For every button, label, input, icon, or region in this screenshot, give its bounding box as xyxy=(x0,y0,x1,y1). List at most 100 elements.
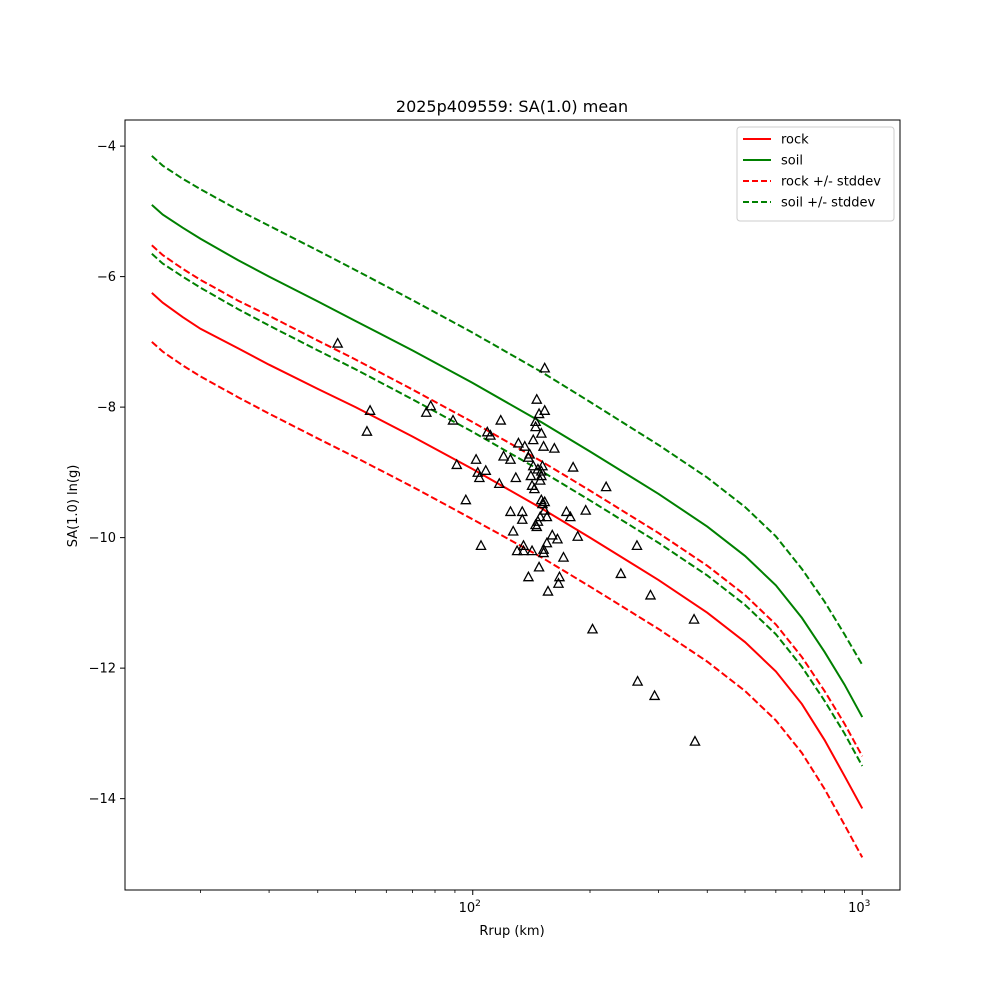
observation-marker xyxy=(541,510,553,522)
legend-label: soil +/- stddev xyxy=(781,196,876,211)
observation-marker xyxy=(447,414,459,425)
legend: rock soil rock +/- stddev soil +/- stddev xyxy=(736,126,895,222)
observation-marker xyxy=(560,505,573,517)
observation-marker xyxy=(536,459,549,471)
observation-marker xyxy=(364,404,376,415)
observation-marker xyxy=(688,613,700,624)
observation-marker xyxy=(497,450,510,461)
observation-marker xyxy=(533,561,545,572)
series-line-1 xyxy=(151,204,864,718)
x-tick-exponent: 2 xyxy=(475,899,481,909)
series-line-4 xyxy=(151,155,864,666)
y-tick-label: −14 xyxy=(89,792,116,807)
observation-marker xyxy=(510,471,522,483)
observation-marker xyxy=(648,689,661,701)
observation-marker xyxy=(538,495,551,507)
legend-box xyxy=(736,126,895,222)
observation-marker xyxy=(526,544,538,556)
observation-marker xyxy=(538,404,551,415)
observation-marker xyxy=(580,504,592,515)
observation-marker xyxy=(541,536,553,548)
plot-area xyxy=(151,155,864,858)
observation-marker xyxy=(531,393,543,404)
observation-marker xyxy=(553,570,566,582)
observation-marker xyxy=(534,510,546,522)
observation-marker xyxy=(537,440,550,451)
observation-marker xyxy=(527,459,539,471)
observation-marker xyxy=(644,589,657,600)
observation-marker xyxy=(564,510,576,522)
observation-marker xyxy=(586,623,599,634)
chart-title: 2025p409559: SA(1.0) mean xyxy=(396,97,628,116)
series-line-5 xyxy=(151,253,864,767)
observation-marker xyxy=(552,577,565,588)
observation-marker xyxy=(529,415,542,427)
observation-marker xyxy=(537,543,550,554)
observation-marker xyxy=(495,414,507,425)
y-tick-label: −4 xyxy=(97,140,116,155)
observation-marker xyxy=(511,544,523,556)
y-axis-label: SA(1.0) ln(g) xyxy=(66,465,81,548)
observation-marker xyxy=(504,453,517,464)
x-axis-label: Rrup (km) xyxy=(479,924,544,939)
observation-marker xyxy=(523,448,536,459)
legend-label: rock +/- stddev xyxy=(781,175,881,190)
y-tick-label: −6 xyxy=(97,270,116,285)
observation-marker xyxy=(460,493,472,505)
series-line-0 xyxy=(151,292,864,809)
observation-marker xyxy=(557,551,570,562)
observation-marker xyxy=(451,458,463,470)
observation-marker xyxy=(512,437,525,448)
observation-marker xyxy=(689,735,701,746)
observation-marker xyxy=(548,442,561,453)
y-tick-label: −10 xyxy=(89,531,116,546)
y-tick-label: −12 xyxy=(89,662,116,677)
x-tick-exponent: 3 xyxy=(865,899,871,909)
observation-marker xyxy=(536,497,549,509)
observation-marker xyxy=(484,429,497,440)
observation-marker xyxy=(538,362,551,373)
observation-marker xyxy=(527,433,539,445)
observation-marker xyxy=(516,513,528,524)
axes-frame xyxy=(124,119,901,891)
observation-marker xyxy=(631,539,643,551)
observation-marker xyxy=(516,505,528,517)
observation-marker xyxy=(551,532,564,544)
observation-marker xyxy=(546,529,558,540)
observation-marker xyxy=(470,453,482,464)
legend-label: soil xyxy=(781,154,803,169)
observation-marker xyxy=(517,544,530,556)
series-line-3 xyxy=(151,341,864,858)
observation-marker xyxy=(600,480,612,492)
observation-marker xyxy=(535,465,548,476)
observation-marker xyxy=(425,399,437,411)
observation-marker xyxy=(529,420,542,432)
observation-marker xyxy=(567,461,579,472)
observation-marker xyxy=(537,546,550,558)
observation-marker xyxy=(504,505,517,517)
observation-marker xyxy=(631,675,644,686)
observation-marker xyxy=(538,504,551,515)
observation-marker xyxy=(473,471,486,483)
observation-marker xyxy=(507,525,519,536)
observation-marker xyxy=(517,539,530,551)
data-layer xyxy=(151,155,864,858)
observation-marker xyxy=(493,477,506,489)
observation-marker xyxy=(420,406,433,417)
observation-marker xyxy=(331,337,344,348)
observation-marker xyxy=(572,530,584,541)
legend-label: rock xyxy=(781,133,809,148)
observation-marker xyxy=(531,520,543,532)
observation-marker xyxy=(361,425,373,436)
y-tick-label: −8 xyxy=(97,401,116,416)
axes-layer: 102 103−4−6−8−10−12−14 xyxy=(89,119,901,916)
observation-marker xyxy=(522,570,535,582)
series-line-2 xyxy=(151,244,864,757)
observation-marker xyxy=(535,427,548,438)
observation-marker xyxy=(542,585,554,596)
observation-marker xyxy=(615,567,627,579)
observation-marker xyxy=(528,482,541,494)
observation-marker xyxy=(519,440,531,451)
observation-marker xyxy=(525,469,537,481)
